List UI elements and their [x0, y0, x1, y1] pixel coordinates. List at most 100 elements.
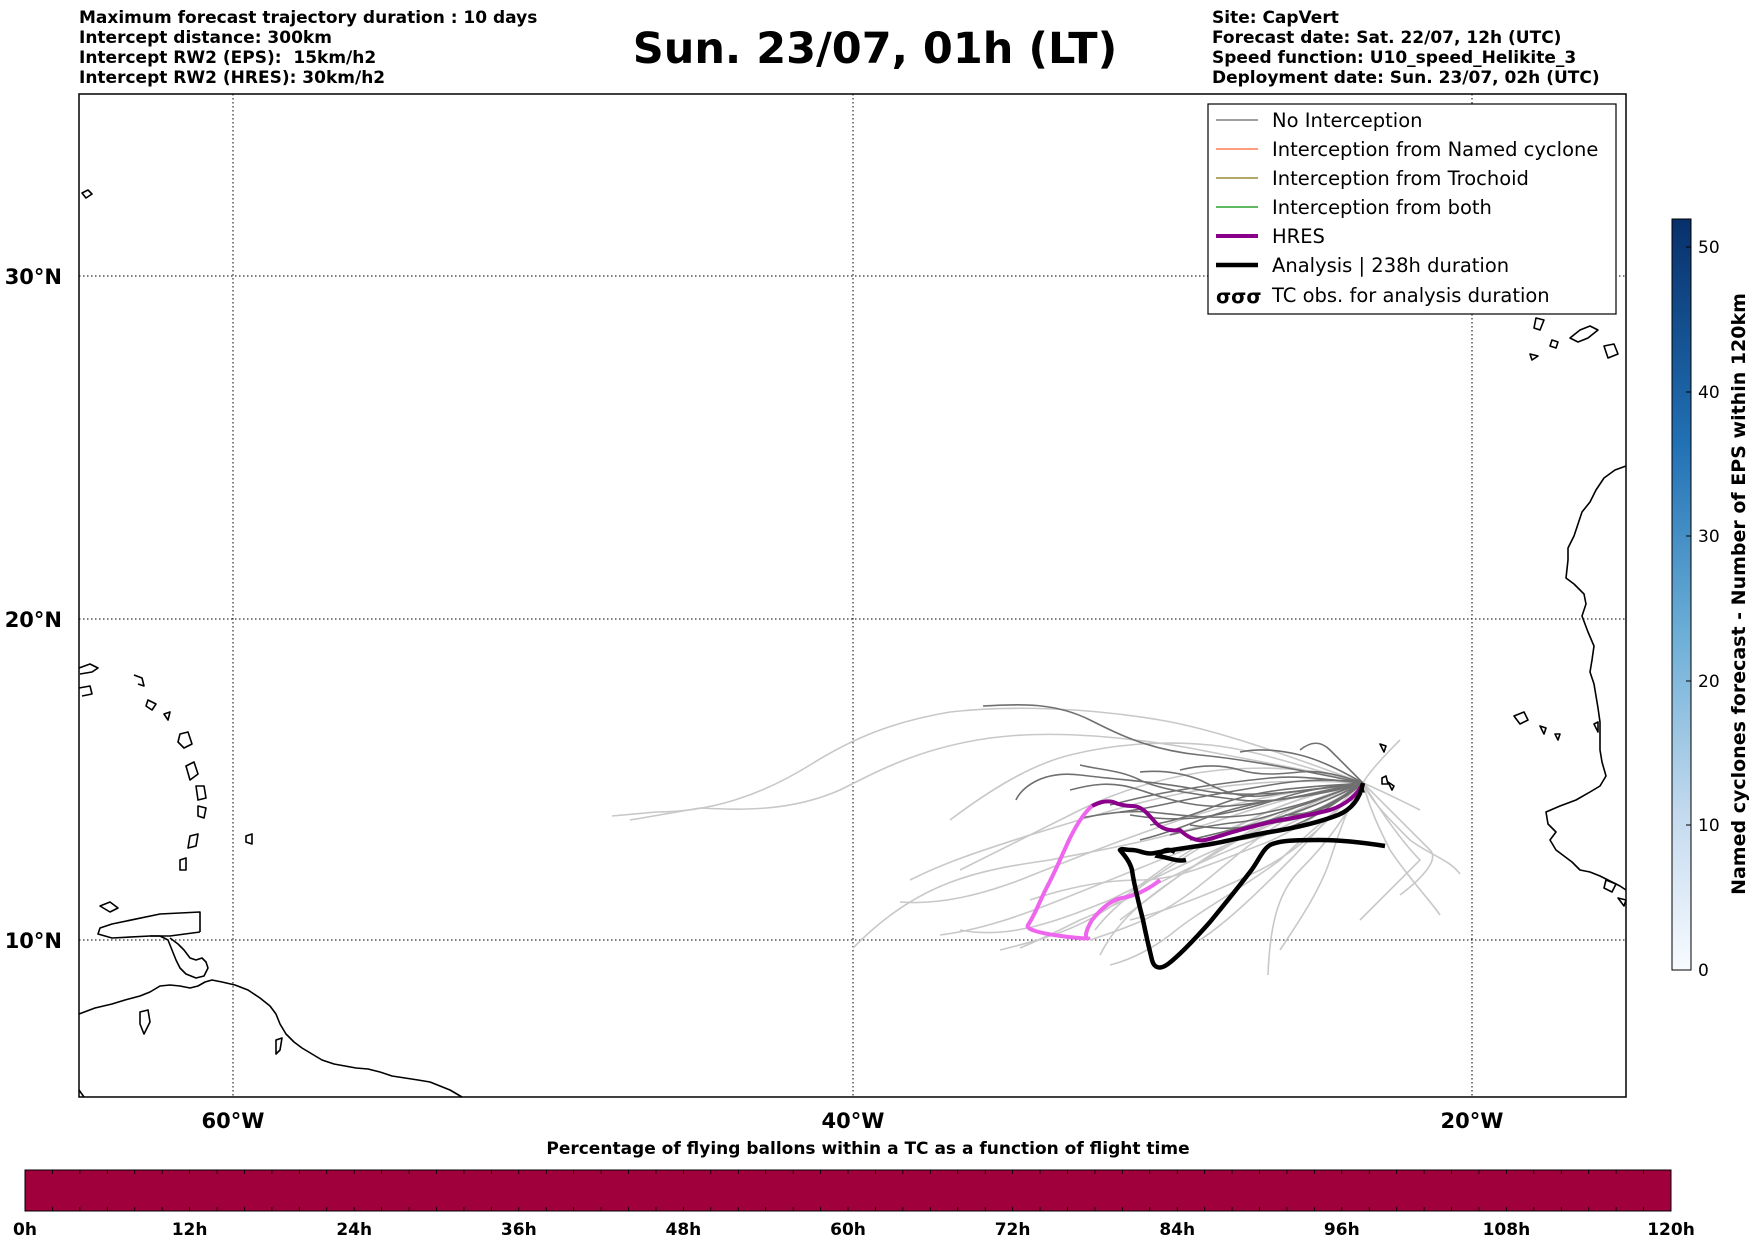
- lat-label-20n: 20°N: [5, 608, 62, 632]
- legend-swatch-tc-obs-icon: σσσ: [1216, 285, 1262, 308]
- trajectory-light: [629, 733, 1364, 821]
- legend-label-no-interception: No Interception: [1272, 109, 1423, 132]
- right-colorbar: 0 10 20 30 40 50 Named cyclones forecast…: [1671, 218, 1750, 981]
- trajectory-dark: [1119, 779, 1364, 813]
- trajectory-light: [1099, 782, 1364, 956]
- cape-verde-7: [1387, 781, 1395, 791]
- trajectory-dark: [1129, 782, 1364, 820]
- lesser-antilles-7: [185, 761, 199, 781]
- canary-4: [1549, 339, 1559, 349]
- island-a: [99, 901, 119, 913]
- map-frame: [78, 93, 1627, 1098]
- right-colorbar-bar: [1671, 218, 1692, 971]
- bottom-colorbar-title: Percentage of flying ballons within a TC…: [546, 1139, 1190, 1159]
- right-colorbar-tick-10: 10: [1698, 816, 1720, 836]
- trajectory-light: [1362, 782, 1441, 916]
- trajectory-light: [611, 707, 1364, 817]
- analysis-trajectory: [1117, 782, 1386, 970]
- bijagos-1: [1603, 879, 1617, 893]
- trajectory-dark: [1189, 782, 1364, 841]
- lesser-antilles-10: [187, 833, 199, 849]
- bottom-colorbar-tick-label: 84h: [1159, 1220, 1195, 1240]
- legend-box: [1207, 103, 1617, 315]
- trajectory-dark: [1299, 742, 1364, 784]
- header-right-line3: Speed function: U10_speed_Helikite_3: [1212, 48, 1577, 68]
- header-left-line3: Intercept RW2 (EPS): 15km/h2: [79, 48, 377, 68]
- canary-3: [1603, 343, 1619, 359]
- bottom-colorbar-tick-label: 48h: [666, 1220, 702, 1240]
- header-left-line1: Maximum forecast trajectory duration : 1…: [79, 8, 538, 28]
- lon-label-60w: 60°W: [202, 1109, 265, 1133]
- bottom-colorbar-tick-label: 12h: [172, 1220, 208, 1240]
- right-colorbar-tick-20: 20: [1698, 672, 1720, 692]
- trajectory-light: [1362, 782, 1434, 896]
- canary-2: [1569, 325, 1599, 343]
- cape-verde-6: [1381, 775, 1389, 785]
- lat-label-10n: 10°N: [5, 929, 62, 953]
- canary-1: [1533, 317, 1545, 331]
- bottom-colorbar-tick-label: 0h: [13, 1220, 37, 1240]
- bottom-colorbar-tick-label: 60h: [830, 1220, 866, 1240]
- header-left-line4: Intercept RW2 (HRES): 30km/h2: [79, 68, 386, 88]
- venezuela-coast: [150, 935, 209, 979]
- lon-label-40w: 40°W: [822, 1109, 885, 1133]
- trajectory-light: [1199, 782, 1364, 941]
- legend-label-named-cyclone: Interception from Named cyclone: [1272, 138, 1598, 161]
- lesser-antilles-2: [78, 685, 93, 697]
- header-right-line4: Deployment date: Sun. 23/07, 02h (UTC): [1212, 68, 1600, 88]
- lesser-antilles-3: [133, 674, 145, 687]
- header-right-line1: Site: CapVert: [1212, 8, 1339, 28]
- hres-trajectory: [1091, 782, 1365, 843]
- hres-trajectory-late: [1025, 804, 1162, 941]
- trinidad-tobago: [97, 911, 201, 939]
- trajectory-light: [1362, 739, 1401, 784]
- bottom-colorbar-tick-label: 24h: [336, 1220, 372, 1240]
- bottom-colorbar-tick-label: 108h: [1483, 1220, 1531, 1240]
- south-america-coast: [78, 979, 463, 1098]
- lesser-antilles-6: [177, 731, 193, 749]
- trajectory-dark: [982, 703, 1364, 784]
- lon-label-20w: 20°W: [1441, 1109, 1504, 1133]
- coastlines: [78, 189, 1627, 1098]
- lat-label-30n: 30°N: [5, 265, 62, 289]
- coast-corner: [78, 1089, 85, 1098]
- legend-label-tc-obs: TC obs. for analysis duration: [1271, 284, 1550, 307]
- trajectory-dark: [1169, 782, 1364, 836]
- header-right-info: Site: CapVert Forecast date: Sat. 22/07,…: [1212, 8, 1600, 88]
- header-right-line2: Forecast date: Sat. 22/07, 12h (UTC): [1212, 28, 1562, 48]
- trajectory-light: [899, 782, 1364, 904]
- trajectory-light: [1359, 782, 1422, 921]
- right-colorbar-tick-50: 50: [1698, 238, 1720, 258]
- cape-verde-3: [1554, 733, 1561, 741]
- bottom-colorbar-tick-label: 36h: [501, 1220, 537, 1240]
- island-c: [275, 1037, 283, 1055]
- legend-label-both: Interception from both: [1272, 196, 1492, 219]
- cape-verde-4: [1593, 721, 1599, 733]
- legend-label-analysis: Analysis | 238h duration: [1272, 254, 1509, 277]
- bijagos-2: [1617, 897, 1627, 907]
- cape-verde-1: [1513, 711, 1529, 725]
- right-colorbar-ticks: [1686, 246, 1691, 971]
- lesser-antilles-5: [163, 711, 171, 721]
- bottom-colorbar-minor-ticks: [52, 1170, 1644, 1211]
- cape-verde-2: [1539, 725, 1547, 735]
- bottom-colorbar-tick-labels: 0h 12h 24h 36h 48h 60h 72h 84h 96h 108h 120h: [13, 1220, 1695, 1240]
- canary-5: [1529, 353, 1539, 361]
- bottom-colorbar-tick-label: 96h: [1324, 1220, 1360, 1240]
- africa-coast: [1545, 465, 1627, 891]
- legend-label-hres: HRES: [1272, 225, 1325, 248]
- trajectory-dark: [1239, 749, 1364, 784]
- trajectory-light: [909, 780, 1364, 881]
- right-colorbar-tick-0: 0: [1698, 961, 1709, 981]
- trajectory-dark: [1179, 765, 1364, 784]
- right-colorbar-tick-30: 30: [1698, 527, 1720, 547]
- bottom-colorbar-tick-label: 72h: [995, 1220, 1031, 1240]
- legend-label-trochoid: Interception from Trochoid: [1272, 167, 1529, 190]
- bottom-colorbar-bar: [24, 1169, 1672, 1212]
- lesser-antilles-8: [195, 785, 207, 801]
- bottom-colorbar: 0h 12h 24h 36h 48h 60h 72h 84h 96h 108h 120h: [13, 1169, 1695, 1240]
- trajectory-dark: [1079, 764, 1364, 802]
- header-left-line2: Intercept distance: 300km: [79, 28, 332, 48]
- lesser-antilles-12: [245, 833, 253, 845]
